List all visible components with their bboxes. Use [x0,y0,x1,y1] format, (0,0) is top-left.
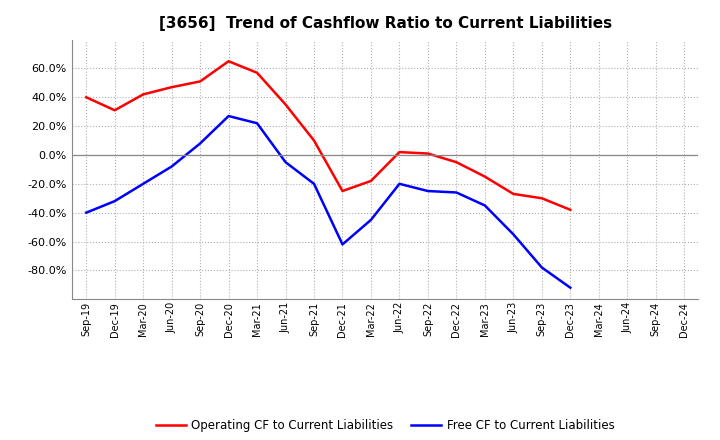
Free CF to Current Liabilities [310,181,318,187]
Operating CF to Current Liabilities [452,160,461,165]
Operating CF to Current Liabilities [82,95,91,100]
Free CF to Current Liabilities [82,210,91,215]
Title: [3656]  Trend of Cashflow Ratio to Current Liabilities: [3656] Trend of Cashflow Ratio to Curren… [158,16,612,32]
Operating CF to Current Liabilities [139,92,148,97]
Free CF to Current Liabilities [566,285,575,290]
Operating CF to Current Liabilities [423,151,432,156]
Free CF to Current Liabilities [139,181,148,187]
Free CF to Current Liabilities [338,242,347,247]
Operating CF to Current Liabilities [310,138,318,143]
Operating CF to Current Liabilities [167,84,176,90]
Free CF to Current Liabilities [282,160,290,165]
Operating CF to Current Liabilities [225,59,233,64]
Free CF to Current Liabilities [452,190,461,195]
Operating CF to Current Liabilities [338,188,347,194]
Free CF to Current Liabilities [395,181,404,187]
Free CF to Current Liabilities [509,231,518,237]
Free CF to Current Liabilities [196,141,204,146]
Line: Operating CF to Current Liabilities: Operating CF to Current Liabilities [86,61,570,210]
Operating CF to Current Liabilities [566,207,575,213]
Operating CF to Current Liabilities [537,196,546,201]
Free CF to Current Liabilities [480,203,489,208]
Free CF to Current Liabilities [253,121,261,126]
Free CF to Current Liabilities [110,198,119,204]
Operating CF to Current Liabilities [196,79,204,84]
Free CF to Current Liabilities [225,114,233,119]
Free CF to Current Liabilities [537,265,546,270]
Operating CF to Current Liabilities [480,174,489,179]
Operating CF to Current Liabilities [253,70,261,75]
Operating CF to Current Liabilities [509,191,518,197]
Operating CF to Current Liabilities [395,150,404,155]
Operating CF to Current Liabilities [282,102,290,107]
Operating CF to Current Liabilities [366,178,375,183]
Legend: Operating CF to Current Liabilities, Free CF to Current Liabilities: Operating CF to Current Liabilities, Fre… [151,414,619,436]
Free CF to Current Liabilities [423,188,432,194]
Line: Free CF to Current Liabilities: Free CF to Current Liabilities [86,116,570,288]
Free CF to Current Liabilities [366,217,375,223]
Operating CF to Current Liabilities [110,108,119,113]
Free CF to Current Liabilities [167,164,176,169]
